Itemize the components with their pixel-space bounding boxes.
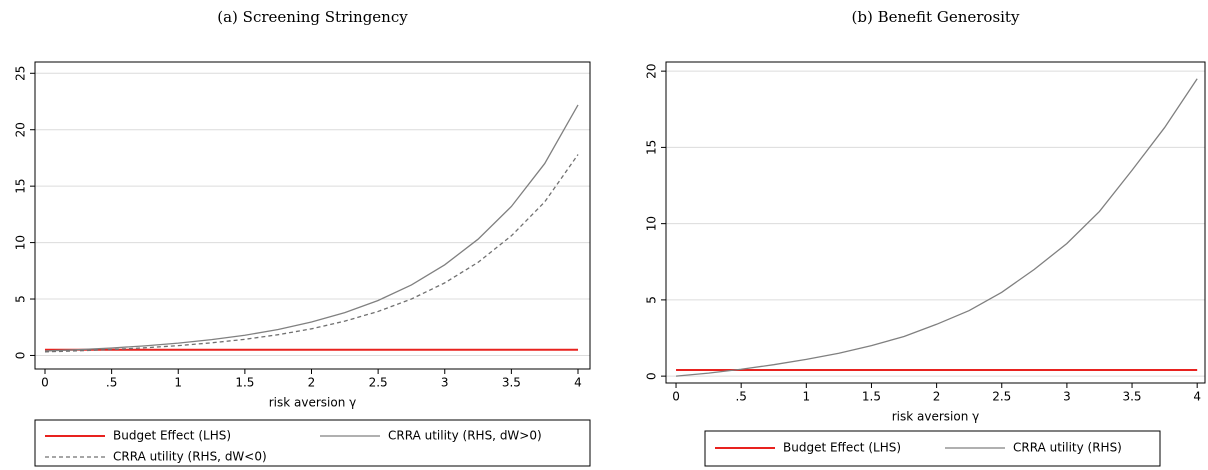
x-tick-label: 2	[308, 376, 316, 390]
x-tick-label: 0	[41, 376, 49, 390]
x-tick-label: 1	[174, 376, 182, 390]
series-line	[44, 154, 579, 353]
x-tick-label: 4	[574, 376, 582, 390]
x-tick-label: 3.5	[1122, 390, 1141, 404]
x-tick-label: 3	[441, 376, 449, 390]
legend-label: CRRA utility (RHS, dW>0)	[388, 429, 542, 443]
x-tick-label: 1.5	[235, 376, 254, 390]
plot-frame	[665, 61, 1206, 384]
y-tick-label: 0	[645, 372, 659, 380]
x-axis-label: risk aversion γ	[269, 396, 357, 410]
y-tick-label: 5	[645, 296, 659, 304]
y-tick-label: 10	[14, 235, 28, 250]
x-tick-label: 0	[672, 390, 680, 404]
series-line	[44, 104, 579, 352]
x-tick-label: 3	[1063, 390, 1071, 404]
series-line	[675, 78, 1198, 377]
x-tick-label: .5	[735, 390, 746, 404]
x-tick-label: .5	[106, 376, 117, 390]
y-tick-label: 10	[645, 216, 659, 231]
legend-box	[34, 419, 591, 467]
chart-title: (b) Benefit Generosity	[852, 8, 1020, 26]
legend-label: Budget Effect (LHS)	[783, 441, 901, 455]
y-tick-label: 20	[645, 64, 659, 79]
x-tick-label: 3.5	[502, 376, 521, 390]
x-tick-label: 1.5	[862, 390, 881, 404]
y-tick-label: 25	[14, 66, 28, 81]
y-tick-label: 5	[14, 295, 28, 303]
x-axis-label: risk aversion γ	[892, 410, 980, 424]
x-tick-label: 2.5	[369, 376, 388, 390]
x-tick-label: 2	[933, 390, 941, 404]
y-tick-label: 15	[14, 179, 28, 194]
x-tick-label: 1	[802, 390, 810, 404]
x-tick-label: 4	[1193, 390, 1201, 404]
legend-label: Budget Effect (LHS)	[113, 429, 231, 443]
plot-frame	[34, 61, 591, 370]
chart-title: (a) Screening Stringency	[217, 8, 408, 26]
y-tick-label: 20	[14, 122, 28, 137]
legend-label: CRRA utility (RHS, dW<0)	[113, 450, 267, 464]
legend-box	[704, 430, 1161, 467]
y-tick-label: 15	[645, 140, 659, 155]
x-tick-label: 2.5	[992, 390, 1011, 404]
legend-label: CRRA utility (RHS)	[1013, 441, 1122, 455]
y-tick-label: 0	[14, 352, 28, 360]
